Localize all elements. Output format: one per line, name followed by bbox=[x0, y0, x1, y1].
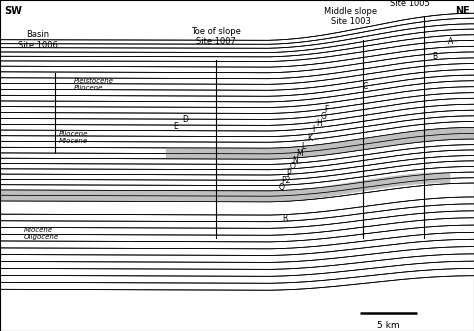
Polygon shape bbox=[0, 172, 450, 202]
Text: Upper slope
Site 1005: Upper slope Site 1005 bbox=[384, 0, 436, 8]
Text: F: F bbox=[325, 105, 329, 115]
Text: G: G bbox=[320, 112, 326, 121]
Text: K: K bbox=[307, 134, 312, 143]
Text: Miocene: Miocene bbox=[59, 138, 88, 144]
Text: Pliocene: Pliocene bbox=[73, 85, 103, 91]
Text: R: R bbox=[282, 214, 287, 223]
Text: H: H bbox=[316, 118, 322, 128]
Text: D: D bbox=[182, 115, 188, 124]
Text: NE: NE bbox=[456, 6, 470, 16]
Text: N: N bbox=[292, 156, 298, 165]
Text: Oligocene: Oligocene bbox=[24, 234, 59, 240]
Text: Toe of slope
Site 1007: Toe of slope Site 1007 bbox=[191, 27, 241, 46]
Text: Pleistocene: Pleistocene bbox=[73, 78, 113, 84]
Text: Basin
Site 1006: Basin Site 1006 bbox=[18, 30, 58, 50]
Text: C: C bbox=[363, 81, 368, 91]
Text: B: B bbox=[432, 52, 438, 61]
Text: E: E bbox=[173, 122, 178, 131]
Text: 5 km: 5 km bbox=[377, 321, 400, 330]
Text: Miocene: Miocene bbox=[24, 227, 53, 233]
Text: Middle slope
Site 1003: Middle slope Site 1003 bbox=[324, 7, 377, 26]
Polygon shape bbox=[166, 127, 474, 159]
Text: Pliocene: Pliocene bbox=[59, 131, 89, 137]
Text: O: O bbox=[289, 162, 295, 171]
Text: I: I bbox=[312, 125, 314, 134]
Text: P2: P2 bbox=[282, 176, 291, 185]
Text: M: M bbox=[296, 149, 303, 158]
Text: P: P bbox=[286, 169, 291, 178]
Text: A: A bbox=[448, 37, 453, 46]
Text: L: L bbox=[301, 142, 305, 151]
Text: SW: SW bbox=[4, 6, 22, 16]
Text: Q: Q bbox=[278, 182, 284, 192]
